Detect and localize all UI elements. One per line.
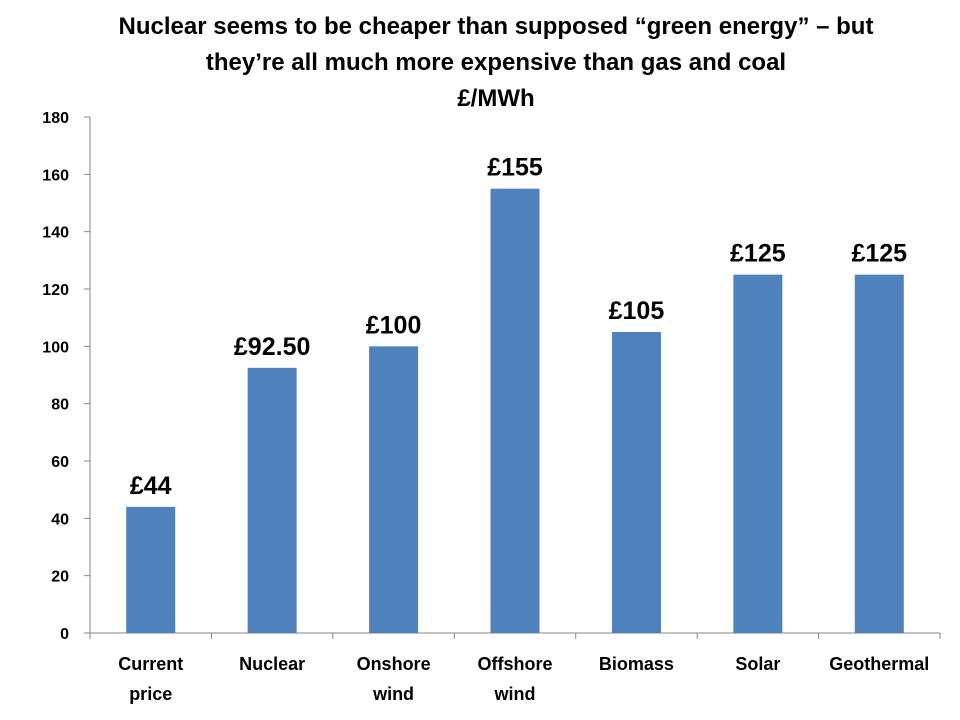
data-label: £92.50 <box>234 333 310 361</box>
y-tick-label: 180 <box>42 110 69 127</box>
y-tick-label: 80 <box>51 397 69 414</box>
data-label: £125 <box>730 240 786 268</box>
x-category-label: Offshore wind <box>477 654 552 704</box>
y-tick-label: 0 <box>60 626 69 643</box>
x-category-label: Current price <box>118 654 183 704</box>
y-axis: 0 20 40 60 80 100 120 140 160 180 <box>42 110 91 643</box>
x-category-label: Solar <box>735 654 780 674</box>
bar <box>611 332 661 633</box>
data-label: £100 <box>366 311 422 339</box>
bar <box>490 188 540 633</box>
x-category-label-line: Current <box>118 654 183 674</box>
bar <box>247 367 297 633</box>
bar <box>733 274 783 633</box>
y-tick-label: 100 <box>42 339 69 356</box>
bar <box>854 274 904 633</box>
x-category-label-line: Nuclear <box>239 654 305 674</box>
x-category-label-line: Offshore <box>477 654 552 674</box>
chart-title-line-2: they’re all much more expensive than gas… <box>206 49 786 76</box>
data-label: £105 <box>609 297 665 325</box>
x-category-label: Nuclear <box>239 654 305 674</box>
data-labels: £44 £92.50 £100 £155 £105 £125 £125 <box>130 154 907 500</box>
y-tick-label: 40 <box>51 511 69 528</box>
y-tick-label: 20 <box>51 569 69 586</box>
bar <box>369 346 419 633</box>
bar <box>126 506 176 633</box>
x-category-label-line: wind <box>494 684 536 704</box>
y-tick-label: 140 <box>42 225 69 242</box>
y-tick-label: 60 <box>51 454 69 471</box>
x-category-label-line: price <box>129 684 172 704</box>
x-category-label: Onshore wind <box>357 654 431 704</box>
bar-series <box>126 188 904 633</box>
y-tick-label: 120 <box>42 282 69 299</box>
data-label: £44 <box>130 472 172 500</box>
data-label: £125 <box>851 240 907 268</box>
x-category-label: Biomass <box>599 654 674 674</box>
x-category-label-line: Onshore <box>357 654 431 674</box>
x-category-label-line: Biomass <box>599 654 674 674</box>
data-label: £155 <box>487 154 543 182</box>
chart-title-line-1: Nuclear seems to be cheaper than suppose… <box>119 13 874 40</box>
chart-title: Nuclear seems to be cheaper than suppose… <box>119 13 874 112</box>
x-category-label-line: Solar <box>735 654 780 674</box>
x-category-label-line: wind <box>372 684 414 704</box>
x-axis: Current price Nuclear Onshore wind Offshore wi… <box>89 632 941 704</box>
chart-title-line-3: £/MWh <box>457 85 534 112</box>
x-category-label: Geothermal <box>829 654 929 674</box>
x-category-label-line: Geothermal <box>829 654 929 674</box>
y-tick-label: 160 <box>42 167 69 184</box>
